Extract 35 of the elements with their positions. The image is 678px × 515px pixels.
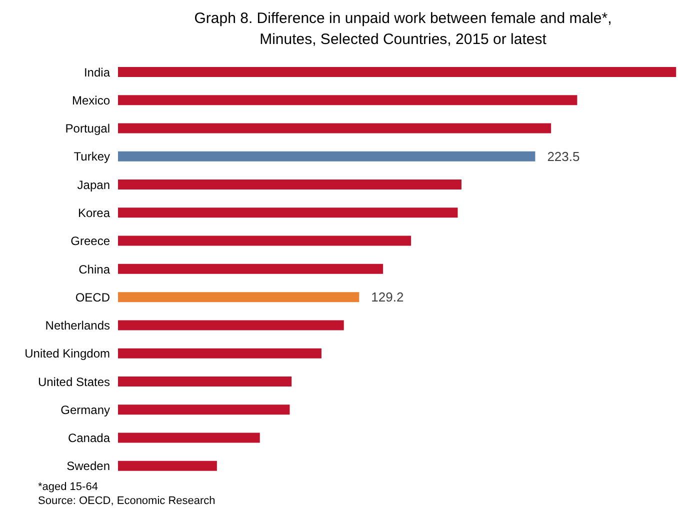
- y-tick-label: OECD: [75, 290, 110, 304]
- bar: [118, 348, 322, 358]
- bar: [118, 95, 578, 106]
- text: *aged 15-64: [38, 480, 99, 494]
- bar: [118, 376, 292, 386]
- data-label: 223.5: [547, 148, 580, 164]
- y-tick-label: India: [84, 65, 110, 80]
- data-label: 129.2: [371, 290, 404, 305]
- bar: [118, 292, 360, 302]
- y-tick-label: Netherlands: [45, 318, 110, 333]
- bar: [118, 208, 458, 218]
- bar: [118, 320, 344, 330]
- bar: [118, 432, 260, 443]
- y-tick-label: Greece: [70, 234, 110, 248]
- bar: [118, 264, 384, 274]
- y-tick-label: Germany: [60, 402, 110, 417]
- bar: [118, 236, 412, 246]
- bar: [118, 123, 552, 134]
- bar: [118, 404, 290, 415]
- bar: [118, 67, 676, 77]
- y-tick-label: Mexico: [72, 93, 110, 108]
- bar: [118, 460, 217, 471]
- source-note: Source: OECD, Economic Research: [38, 494, 216, 508]
- chart-title: Graph 8. Difference in unpaid work between female and male*, Minutes, Selected Countries, 2015 or latest: [193, 9, 613, 50]
- y-tick-label: Japan: [77, 178, 110, 192]
- y-tick-label: Portugal: [65, 122, 110, 136]
- bar: [118, 180, 462, 190]
- y-tick-label: United States: [38, 374, 110, 389]
- y-tick-label: Sweden: [66, 459, 110, 474]
- y-tick-label: United Kingdom: [24, 346, 110, 361]
- y-tick-label: Canada: [68, 431, 110, 446]
- y-tick-label: Korea: [78, 206, 110, 220]
- y-tick-label: Turkey: [74, 150, 110, 164]
- y-tick-label: China: [78, 262, 110, 276]
- bar: [118, 151, 536, 162]
